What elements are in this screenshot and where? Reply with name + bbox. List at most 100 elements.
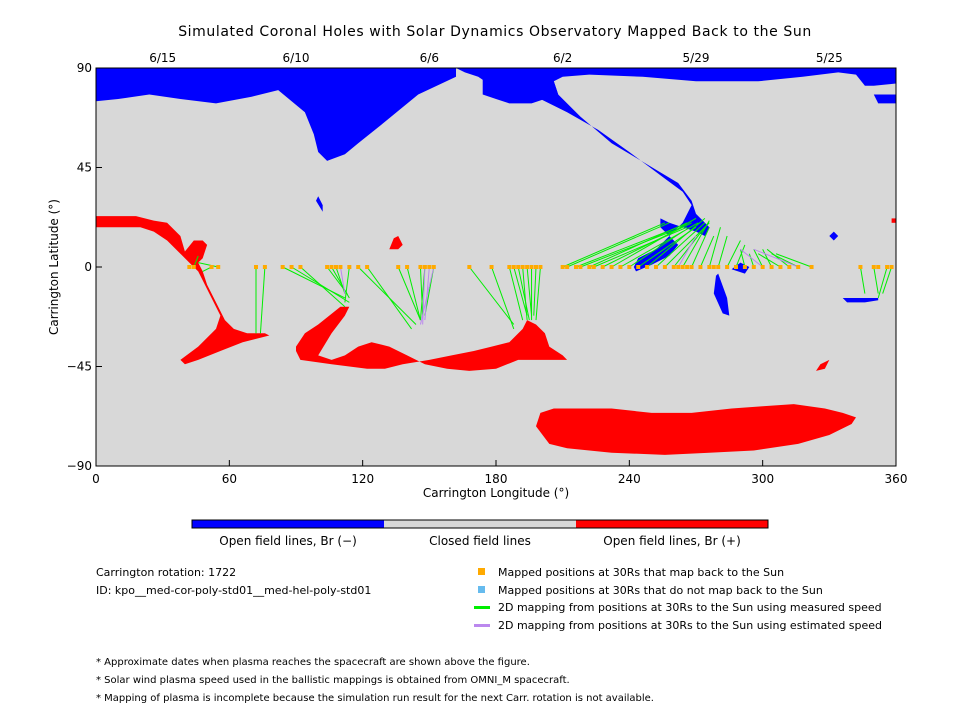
- measured-line-2: [198, 262, 219, 268]
- measured-line-21: [508, 266, 524, 321]
- positive-coronal-holes: [96, 216, 896, 455]
- measured-line-44: [682, 220, 710, 268]
- mapped-point-61: [778, 265, 783, 269]
- measured-line-61: [877, 266, 888, 299]
- colorbar-label-negative: Open field lines, Br (−): [219, 534, 357, 548]
- measured-line-50: [735, 244, 746, 268]
- measured-line-10: [335, 266, 346, 294]
- measured-line-30: [566, 222, 670, 268]
- mapped-point-23: [489, 265, 494, 269]
- colorbar-segment-0: [192, 520, 384, 528]
- positive-hole-5: [891, 218, 896, 223]
- note-incomplete: * Mapping of plasma is incomplete becaus…: [96, 693, 654, 704]
- mapped-point-11: [334, 265, 338, 269]
- legend-swatch-not-back: [478, 586, 485, 593]
- measured-line-54: [762, 249, 773, 268]
- measured-line-56: [766, 248, 790, 268]
- map-area: [96, 68, 896, 466]
- legend-label-estimated: 2D mapping from positions at 30Rs to the…: [498, 619, 883, 632]
- mapped-point-4: [254, 265, 258, 269]
- measured-line-59: [859, 266, 866, 294]
- mapped-point-52: [707, 265, 712, 269]
- measured-line-37: [620, 222, 699, 268]
- mapped-point-15: [365, 265, 370, 269]
- mapped-point-65: [858, 265, 863, 269]
- legend-swatch-mapped-back: [478, 568, 485, 575]
- negative-hole-3: [873, 94, 896, 104]
- measured-line-12: [357, 266, 417, 325]
- mapped-point-51: [698, 265, 703, 269]
- negative-hole-0: [96, 68, 456, 161]
- measured-line-13: [366, 266, 412, 330]
- mapped-point-68: [885, 265, 890, 269]
- mapped-point-39: [609, 265, 614, 269]
- mapped-point-55: [725, 265, 730, 269]
- y-tick-label-0: 90: [77, 61, 92, 75]
- mapped-point-21: [431, 265, 436, 269]
- estimated-line-5: [740, 248, 763, 268]
- estimated-line-4: [677, 235, 697, 268]
- measured-line-16: [419, 266, 424, 316]
- mapped-point-47: [676, 265, 681, 269]
- mapped-point-14: [356, 265, 361, 269]
- mapped-point-58: [751, 265, 756, 269]
- measured-line-28: [535, 266, 541, 321]
- positive-hole-1: [296, 306, 568, 371]
- mapped-point-36: [587, 265, 592, 269]
- top-tick-label-0: 6/15: [149, 51, 176, 65]
- measured-line-62: [882, 266, 893, 294]
- note-dates: * Approximate dates when plasma reaches …: [96, 657, 530, 668]
- mapped-point-10: [329, 265, 334, 269]
- negative-hole-2: [482, 72, 559, 104]
- x-tick-label-0: 0: [92, 472, 100, 486]
- measured-mapping-lines: [193, 217, 893, 334]
- measured-line-19: [468, 266, 515, 325]
- measured-line-27: [533, 266, 537, 316]
- mapped-point-28: [525, 265, 530, 269]
- estimated-mapping-lines: [339, 235, 799, 325]
- measured-line-25: [526, 266, 533, 316]
- measured-line-48: [717, 235, 728, 268]
- x-tick-label-6: 360: [885, 472, 908, 486]
- mapped-point-0: [187, 265, 192, 269]
- measured-line-49: [726, 240, 741, 268]
- positive-hole-4: [816, 359, 830, 371]
- legend-label-not-back: Mapped positions at 30Rs that do not map…: [498, 584, 823, 597]
- y-tick-label-2: 0: [84, 260, 92, 274]
- mapped-point-64: [809, 265, 814, 269]
- measured-line-52: [748, 253, 755, 268]
- mapped-point-44: [654, 265, 658, 269]
- measured-line-23: [517, 266, 530, 321]
- mapped-point-42: [636, 265, 641, 269]
- negative-hole-7: [316, 196, 323, 212]
- carrington-rotation: Carrington rotation: 1722: [96, 566, 237, 579]
- measured-line-42: [664, 222, 710, 268]
- mapped-point-30: [534, 265, 538, 269]
- top-tick-label-1: 6/10: [283, 51, 310, 65]
- measured-line-55: [757, 253, 781, 268]
- y-axis-label: Carrington Latitude (°): [47, 199, 61, 335]
- legend-swatch-estimated: [474, 624, 490, 627]
- measured-line-36: [611, 217, 697, 268]
- mapped-point-7: [289, 265, 294, 269]
- mapped-point-2: [209, 265, 214, 269]
- measured-line-58: [775, 253, 812, 268]
- mapped-point-22: [467, 265, 472, 269]
- colorbar-label-closed: Closed field lines: [429, 534, 531, 548]
- positive-hole-2: [389, 236, 403, 250]
- x-tick-label-5: 300: [751, 472, 774, 486]
- note-speed: * Solar wind plasma speed used in the ba…: [96, 675, 570, 686]
- y-tick-label-1: 45: [77, 161, 92, 175]
- mapped-point-6: [280, 265, 285, 269]
- mapped-point-32: [560, 265, 565, 269]
- mapped-point-34: [574, 265, 578, 269]
- mapped-point-3: [216, 265, 221, 269]
- measured-line-60: [873, 266, 879, 294]
- mapped-point-29: [529, 265, 534, 269]
- mapped-point-53: [711, 265, 716, 269]
- x-tick-label-3: 180: [485, 472, 508, 486]
- mapped-point-20: [427, 265, 432, 269]
- simulation-id: ID: kpo__med-cor-poly-std01__med-hel-pol…: [96, 584, 372, 597]
- estimated-line-6: [753, 248, 799, 268]
